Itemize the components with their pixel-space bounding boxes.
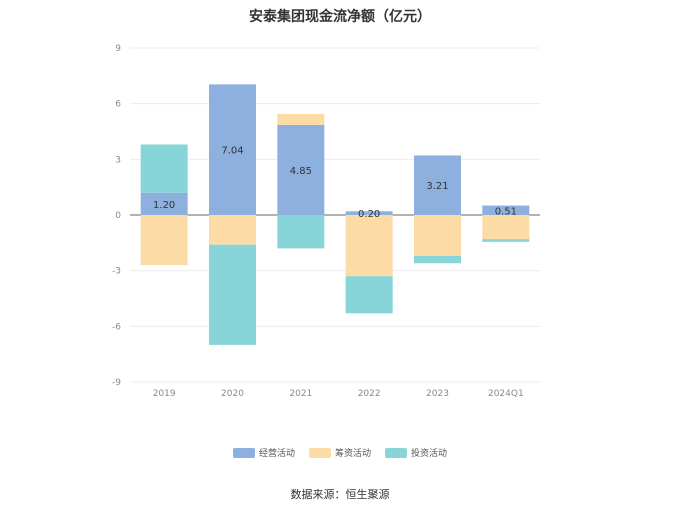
bar-series1-2023 — [414, 215, 461, 256]
y-tick-label: 6 — [115, 100, 121, 110]
data-source: 数据来源：恒生聚源 — [290, 488, 390, 501]
x-tick-label: 2020 — [221, 389, 244, 399]
legend-label: 筹资活动 — [334, 449, 371, 459]
data-label: 1.20 — [153, 200, 175, 211]
bar-series1-2022 — [345, 215, 393, 277]
bar-series0-2023 — [414, 155, 461, 215]
data-label: 3.21 — [426, 181, 448, 192]
bar-series0-2021 — [277, 125, 325, 215]
legend-label: 经营活动 — [258, 449, 295, 459]
bar-series0-2022 — [345, 211, 393, 215]
legend-swatch — [308, 447, 331, 458]
bar-series0-2019 — [140, 192, 188, 215]
legend-label: 投资活动 — [411, 449, 448, 459]
legend-item[interactable]: 筹资活动 — [308, 446, 371, 459]
legend: 经营活动 筹资活动 投资活动 — [0, 446, 680, 459]
y-tick-label: -9 — [112, 378, 121, 388]
data-label: 7.04 — [221, 146, 243, 157]
bar-series0-2024Q1 — [482, 205, 530, 215]
legend-item[interactable]: 经营活动 — [232, 446, 295, 459]
bar-series1-2019 — [140, 215, 188, 266]
bar-series0-2020 — [209, 84, 256, 215]
y-tick-label: -3 — [112, 267, 121, 277]
y-tick-label: 3 — [115, 155, 121, 165]
bar-series2-2022 — [345, 276, 393, 314]
legend-swatch — [385, 447, 407, 458]
data-label: 0.20 — [358, 209, 380, 220]
data-label: 4.85 — [290, 166, 312, 177]
y-tick-label: -6 — [112, 322, 121, 332]
x-tick-label: 2021 — [289, 389, 312, 399]
bar-series1-2020 — [209, 215, 256, 245]
bar-series1-2021 — [277, 113, 325, 126]
chart-title: 安泰集团现金流净额（亿元） — [249, 9, 431, 25]
x-tick-label: 2023 — [426, 389, 449, 399]
bar-series2-2024Q1 — [482, 239, 530, 242]
legend-swatch — [232, 447, 255, 458]
y-tick-label: 9 — [115, 44, 121, 54]
legend-item[interactable]: 投资活动 — [385, 446, 447, 459]
y-tick-label: 0 — [115, 211, 121, 221]
data-label: 0.51 — [495, 206, 517, 217]
x-tick-label: 2019 — [153, 389, 176, 399]
bar-series2-2021 — [277, 215, 325, 249]
bar-series2-2019 — [140, 144, 188, 193]
bar-series1-2024Q1 — [482, 215, 530, 240]
bar-series2-2020 — [209, 244, 256, 345]
bar-series2-2023 — [414, 255, 461, 264]
x-tick-label: 2024Q1 — [488, 389, 524, 399]
x-tick-label: 2022 — [358, 389, 381, 399]
